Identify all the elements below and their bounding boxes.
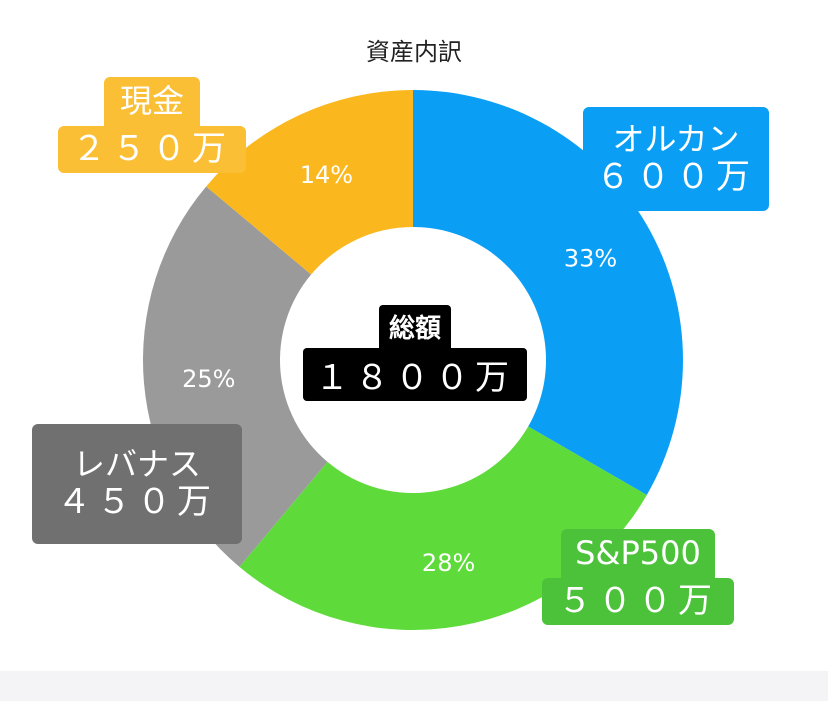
label-box-sp500: S&P500 ５００万 — [527, 513, 749, 641]
label-box-orukan: オルカン ６００万 — [583, 107, 769, 211]
label-name: オルカン — [612, 120, 740, 159]
percent-label-sp500: 28% — [422, 549, 475, 577]
total-amount: １８００万 — [303, 348, 527, 401]
label-amount: ４５０万 — [57, 481, 217, 522]
label-name: 現金 — [103, 77, 200, 126]
percent-label-cash: 14% — [300, 161, 353, 189]
total-name: 総額 — [378, 305, 451, 348]
label-box-rebanasu: レバナス ４５０万 — [32, 424, 242, 544]
total-box: 総額 １８００万 — [303, 305, 527, 401]
bottom-band — [0, 671, 828, 701]
chart-title: 資産内訳 — [366, 38, 462, 66]
label-box-cash: 現金 ２５０万 — [58, 69, 246, 181]
label-amount: ５００万 — [542, 577, 734, 625]
label-amount: ２５０万 — [58, 125, 246, 173]
percent-label-rebanasu: 25% — [182, 365, 235, 393]
percent-label-orukan: 33% — [564, 245, 617, 273]
label-amount: ６００万 — [596, 156, 756, 197]
label-name: レバナス — [72, 445, 201, 484]
slice-cash — [206, 90, 413, 275]
label-name: S&P500 — [561, 529, 715, 578]
